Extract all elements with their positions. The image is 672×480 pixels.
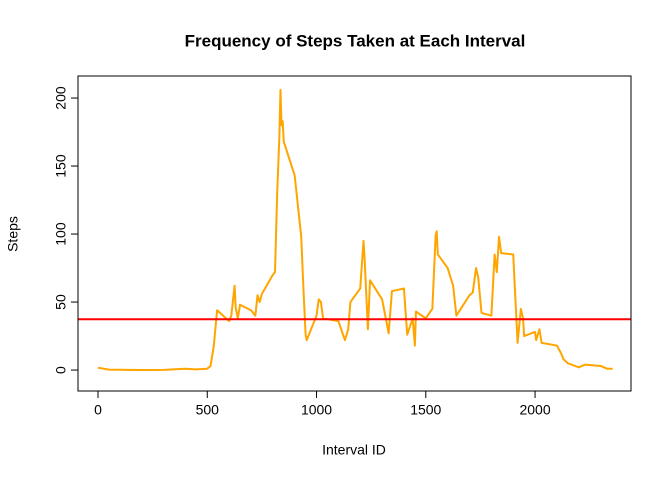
y-tick-label: 0 [53, 366, 69, 374]
chart-title: Frequency of Steps Taken at Each Interva… [185, 31, 526, 50]
x-tick-label: 0 [94, 402, 102, 418]
y-tick-label: 50 [53, 294, 69, 310]
y-axis-label: Steps [5, 216, 21, 252]
y-tick-label: 100 [53, 222, 69, 246]
x-tick-label: 2000 [519, 402, 550, 418]
x-tick-label: 500 [196, 402, 220, 418]
plot-frame [77, 75, 632, 392]
x-tick-label: 1000 [301, 402, 332, 418]
y-tick-label: 200 [53, 86, 69, 110]
y-tick-label: 150 [53, 154, 69, 178]
x-tick-label: 1500 [410, 402, 441, 418]
data-line [97, 88, 613, 372]
x-axis-label: Interval ID [322, 442, 386, 458]
